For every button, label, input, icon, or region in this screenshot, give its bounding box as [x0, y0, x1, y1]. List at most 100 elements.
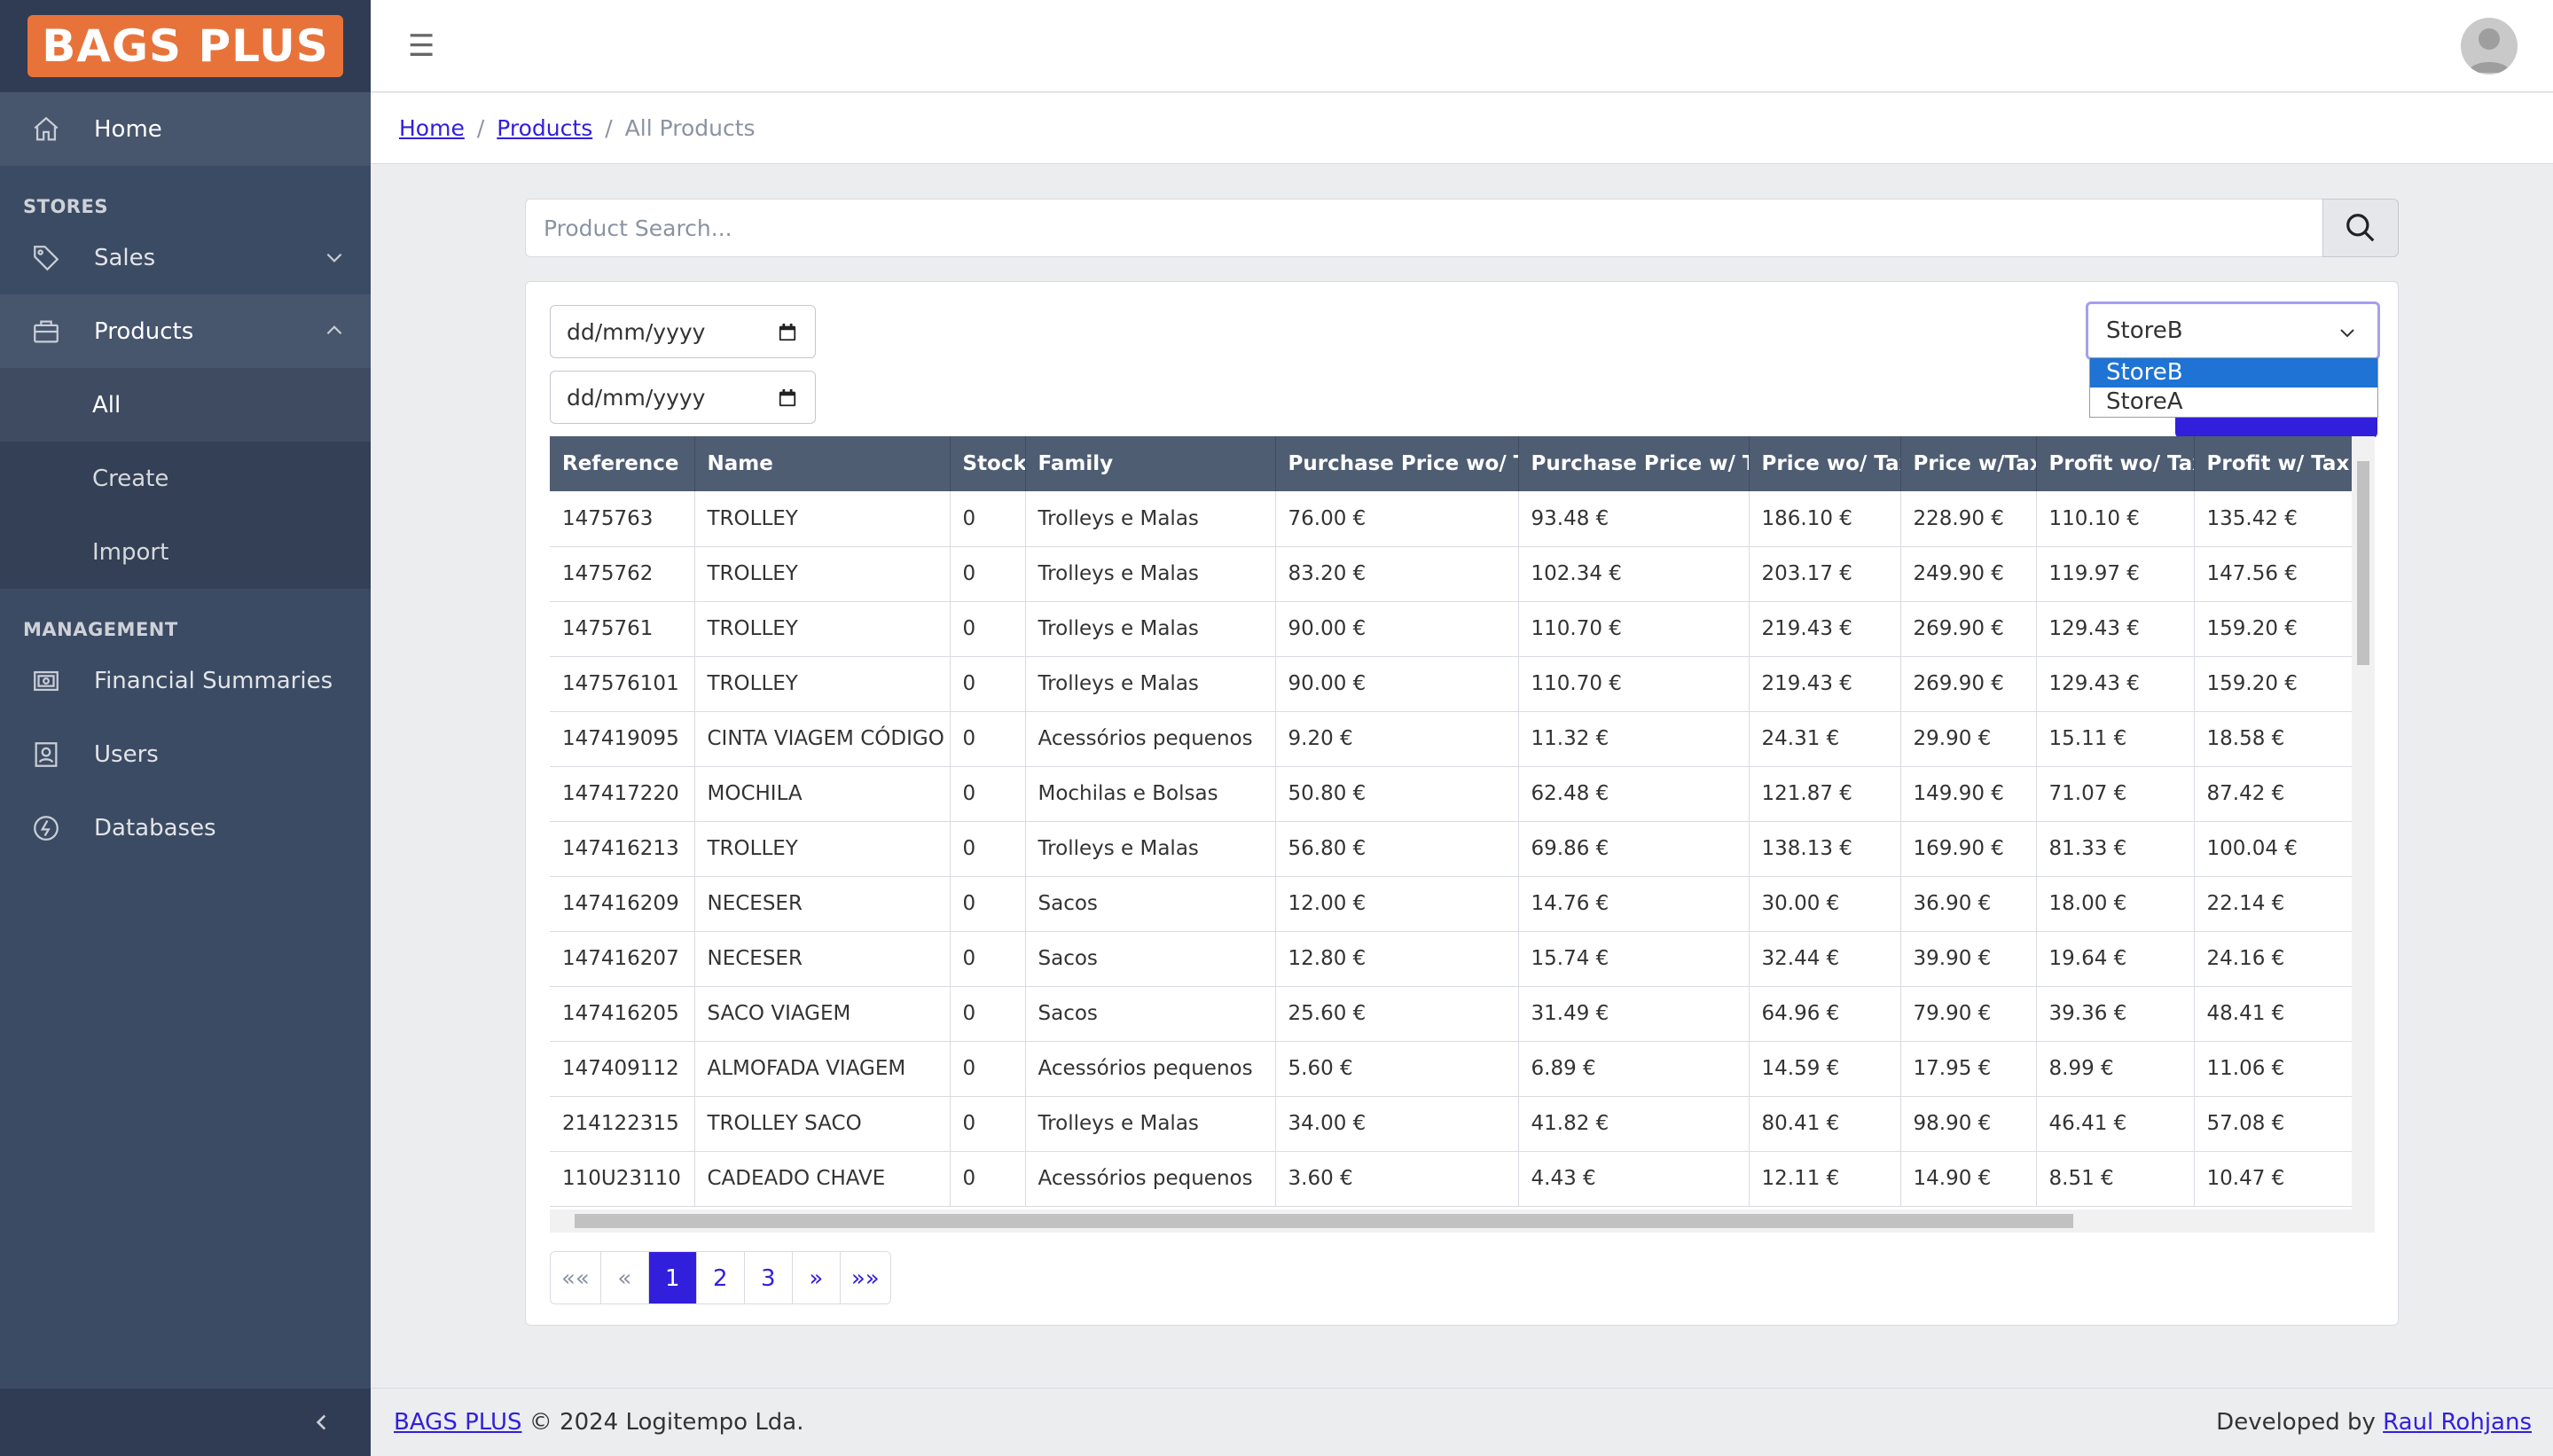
date-from-input[interactable]: dd/mm/yyyy — [550, 305, 816, 358]
database-icon — [30, 812, 62, 844]
table-row[interactable]: 1475761 TROLLEY 0 Trolleys e Malas 90.00 €11… — [550, 601, 2361, 657]
sidebar-item-databases[interactable]: Databases — [0, 791, 371, 865]
store-option[interactable]: StoreB — [2090, 358, 2377, 387]
table-row[interactable]: 1475763 TROLLEY 0 Trolleys e Malas 76.00 €93… — [550, 491, 2361, 547]
table-cell: 93.48 € — [1518, 491, 1750, 547]
chevron-left-icon — [316, 1414, 326, 1430]
brand-logo[interactable]: BAGS PLUS — [27, 15, 343, 77]
table-row[interactable]: 147416209 NECESER 0 Sacos 12.00 €14.76 €30.0… — [550, 876, 2361, 932]
page-next-button[interactable]: » — [792, 1252, 841, 1303]
table-cell: TROLLEY — [694, 821, 951, 877]
sidebar-item-financial-summaries[interactable]: Financial Summaries — [0, 644, 371, 717]
column-header[interactable]: Name — [694, 436, 951, 491]
vertical-scrollbar[interactable] — [2352, 436, 2375, 1209]
store-select[interactable]: StoreB — [2086, 301, 2380, 360]
table-row[interactable]: 1475762 TROLLEY 0 Trolleys e Malas 83.20 €10… — [550, 546, 2361, 602]
table-cell: 39.36 € — [2036, 986, 2195, 1042]
table-row[interactable]: 147419095 CINTA VIAGEM CÓDIGO 0 Acessórios … — [550, 711, 2361, 767]
table-cell: 46.41 € — [2036, 1096, 2195, 1152]
sidebar-item-home[interactable]: Home — [0, 92, 371, 166]
hidden-action-button[interactable] — [2175, 417, 2377, 438]
table-row[interactable]: 147409112 ALMOFADA VIAGEM 0 Acessórios pequ… — [550, 1041, 2361, 1097]
table-cell: 100.04 € — [2194, 821, 2361, 877]
footer-author-link[interactable]: Raul Rohjans — [2383, 1409, 2532, 1436]
menu-toggle-icon[interactable]: ☰ — [408, 27, 435, 64]
store-option[interactable]: StoreA — [2106, 388, 2183, 415]
products-table-container: Reference Name Stock Family Purchase Pri… — [550, 436, 2375, 1209]
table-cell: 0 — [950, 931, 1026, 987]
sidebar-item-sales[interactable]: Sales — [0, 221, 371, 294]
table-cell: 81.33 € — [2036, 821, 2195, 877]
table-cell: 0 — [950, 1151, 1026, 1207]
table-cell: 119.97 € — [2036, 546, 2195, 602]
table-cell: 22.14 € — [2194, 876, 2361, 932]
scrollbar-thumb[interactable] — [575, 1214, 2073, 1228]
table-cell: 121.87 € — [1749, 766, 1901, 822]
table-cell: 138.13 € — [1749, 821, 1901, 877]
sidebar-item-label: Products — [94, 317, 194, 345]
table-row[interactable]: 110U23110 CADEADO CHAVE 0 Acessórios pequen… — [550, 1151, 2361, 1207]
date-to-input[interactable]: dd/mm/yyyy — [550, 371, 816, 424]
breadcrumb-home-link[interactable]: Home — [399, 115, 465, 141]
column-header[interactable]: Profit wo/ Tax — [2036, 436, 2195, 491]
table-cell: Trolleys e Malas — [1025, 491, 1276, 547]
table-cell: 36.90 € — [1900, 876, 2037, 932]
column-header[interactable]: Purchase Price wo/ Tax — [1275, 436, 1519, 491]
table-cell: Trolleys e Malas — [1025, 546, 1276, 602]
sidebar-minimize-button[interactable] — [0, 1389, 371, 1456]
table-cell: 169.90 € — [1900, 821, 2037, 877]
page-prev-button[interactable]: « — [600, 1252, 649, 1303]
page-button[interactable]: 2 — [696, 1252, 745, 1303]
column-header[interactable]: Stock — [950, 436, 1026, 491]
table-cell: 14.90 € — [1900, 1151, 2037, 1207]
page-last-button[interactable]: »» — [840, 1252, 890, 1303]
table-cell: 69.86 € — [1518, 821, 1750, 877]
calendar-icon[interactable] — [778, 387, 797, 413]
sidebar-item-all[interactable]: All — [0, 368, 371, 442]
column-header[interactable]: Price w/Tax — [1900, 436, 2037, 491]
table-row[interactable]: 214122315 TROLLEY SACO 0 Trolleys e Malas 34… — [550, 1096, 2361, 1152]
table-row[interactable]: 147417220 MOCHILA 0 Mochilas e Bolsas 50.80 … — [550, 766, 2361, 822]
breadcrumb-products-link[interactable]: Products — [497, 115, 593, 141]
page-first-button[interactable]: «« — [551, 1252, 601, 1303]
calendar-icon[interactable] — [778, 322, 797, 348]
sidebar-item-create[interactable]: Create — [0, 442, 371, 515]
horizontal-scrollbar[interactable] — [550, 1209, 2375, 1233]
search-input[interactable] — [525, 199, 2322, 257]
table-cell: Trolleys e Malas — [1025, 821, 1276, 877]
table-row[interactable]: 147416205 SACO VIAGEM 0 Sacos 25.60 €31.49 €… — [550, 986, 2361, 1042]
footer-copyright: © 2024 Logitempo Lda. — [529, 1409, 804, 1436]
breadcrumb: Home / Products / All Products — [371, 93, 2553, 164]
table-row[interactable]: 147416207 NECESER 0 Sacos 12.80 €15.74 €32.4… — [550, 931, 2361, 987]
avatar[interactable] — [2461, 18, 2518, 74]
home-icon — [30, 114, 62, 145]
column-header[interactable]: Reference — [550, 436, 695, 491]
table-cell: 214122315 — [550, 1096, 695, 1152]
header: ☰ — [371, 0, 2553, 92]
table-cell: 147417220 — [550, 766, 695, 822]
table-cell: 31.49 € — [1518, 986, 1750, 1042]
pagination: «« « 1 2 3 » »» — [550, 1251, 891, 1304]
table-row[interactable]: 147416213 TROLLEY 0 Trolleys e Malas 56.80 €… — [550, 821, 2361, 877]
column-header[interactable]: Price wo/ Tax — [1749, 436, 1901, 491]
table-cell: 129.43 € — [2036, 601, 2195, 657]
page-button[interactable]: 1 — [648, 1252, 697, 1303]
table-cell: TROLLEY — [694, 491, 951, 547]
search-button[interactable] — [2322, 199, 2399, 257]
column-header[interactable]: Family — [1025, 436, 1276, 491]
page-button[interactable]: 3 — [744, 1252, 793, 1303]
column-header[interactable]: Profit w/ Tax — [2194, 436, 2361, 491]
sidebar-item-import[interactable]: Import — [0, 515, 371, 589]
table-cell: 12.80 € — [1275, 931, 1519, 987]
table-cell: 71.07 € — [2036, 766, 2195, 822]
sidebar-item-products[interactable]: Products — [0, 294, 371, 368]
table-cell: 64.96 € — [1749, 986, 1901, 1042]
footer-brand-link[interactable]: BAGS PLUS — [394, 1409, 522, 1436]
table-row[interactable]: 147576101 TROLLEY 0 Trolleys e Malas 90.00 €… — [550, 656, 2361, 712]
table-cell: 98.90 € — [1900, 1096, 2037, 1152]
table-cell: SACO VIAGEM — [694, 986, 951, 1042]
column-header[interactable]: Purchase Price w/ Tax — [1518, 436, 1750, 491]
table-cell: 1475763 — [550, 491, 695, 547]
sidebar-item-users[interactable]: Users — [0, 717, 371, 791]
scrollbar-thumb[interactable] — [2357, 461, 2369, 665]
